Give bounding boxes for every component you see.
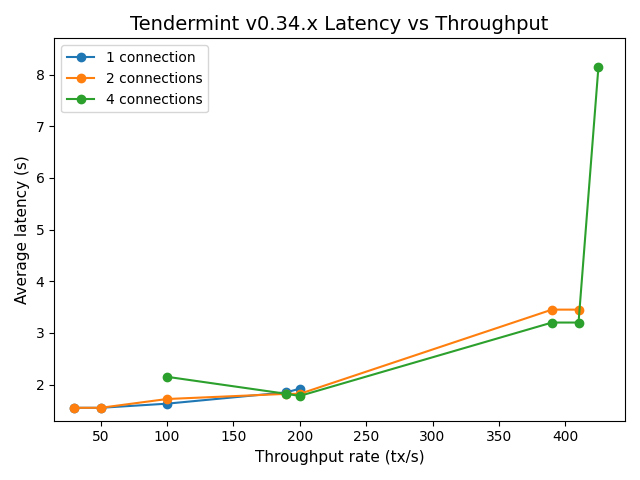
1 connection	[296, 386, 303, 392]
Legend: 1 connection, 2 connections, 4 connections: 1 connection, 2 connections, 4 connectio…	[61, 45, 208, 112]
2 connections	[163, 396, 171, 402]
4 connections	[163, 374, 171, 380]
4 connections	[296, 393, 303, 399]
Y-axis label: Average latency (s): Average latency (s)	[15, 155, 30, 304]
1 connection	[283, 389, 291, 395]
4 connections	[548, 320, 556, 325]
Line: 2 connections: 2 connections	[70, 305, 582, 412]
2 connections	[97, 405, 104, 411]
Line: 4 connections: 4 connections	[163, 62, 603, 400]
2 connections	[296, 391, 303, 397]
1 connection	[97, 405, 104, 411]
4 connections	[595, 64, 602, 70]
2 connections	[548, 307, 556, 312]
Title: Tendermint v0.34.x Latency vs Throughput: Tendermint v0.34.x Latency vs Throughput	[131, 15, 548, 34]
4 connections	[575, 320, 582, 325]
X-axis label: Throughput rate (tx/s): Throughput rate (tx/s)	[255, 450, 424, 465]
4 connections	[283, 391, 291, 397]
1 connection	[70, 405, 78, 411]
Line: 1 connection: 1 connection	[70, 384, 304, 412]
2 connections	[575, 307, 582, 312]
1 connection	[163, 401, 171, 407]
2 connections	[70, 405, 78, 411]
2 connections	[283, 391, 291, 397]
